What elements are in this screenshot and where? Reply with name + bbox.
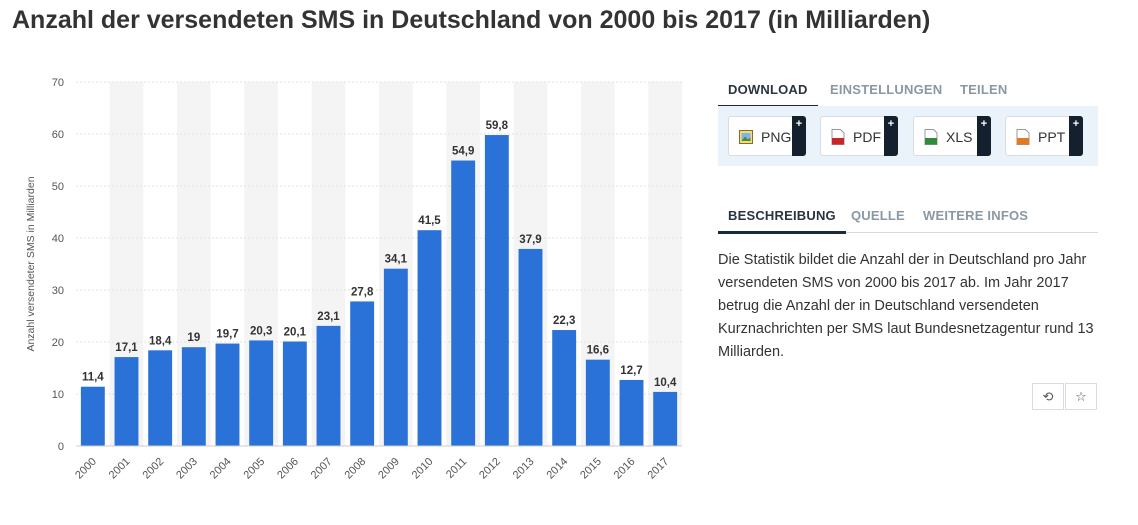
- x-tick-label: 2014: [544, 456, 570, 482]
- x-tick-label: 2004: [208, 456, 234, 482]
- download-xls-button[interactable]: XLS +: [913, 116, 991, 156]
- data-label: 19,7: [216, 329, 238, 341]
- download-pdf-label: PDF: [853, 129, 881, 145]
- download-panel: PNG + PDF + XLS + PPT +: [718, 106, 1098, 166]
- data-label: 18,4: [149, 335, 172, 347]
- x-tick-label: 2003: [174, 456, 200, 482]
- y-tick-label: 50: [52, 181, 64, 193]
- xls-file-icon: [924, 129, 938, 145]
- bar: [282, 341, 307, 446]
- data-label: 54,9: [452, 146, 474, 158]
- data-label: 37,9: [519, 234, 541, 246]
- bar: [215, 343, 240, 446]
- data-label: 11,4: [82, 372, 104, 384]
- y-tick-label: 40: [52, 233, 64, 245]
- data-label: 20,3: [250, 325, 272, 337]
- tab-download[interactable]: DOWNLOAD: [718, 82, 818, 108]
- bar-chart: 0 10 20 30 40 50 60 70 11,4 2000 17,1 2001 18,4 2002 1…: [25, 77, 682, 482]
- description-text: Die Statistik bildet die Anzahl der in D…: [718, 252, 1094, 360]
- tab-einstellungen[interactable]: EINSTELLUNGEN: [830, 82, 943, 97]
- plus-icon[interactable]: +: [977, 116, 991, 156]
- bar: [148, 350, 173, 446]
- bar: [350, 301, 375, 446]
- download-ppt-button[interactable]: PPT +: [1005, 116, 1083, 156]
- bar: [484, 135, 509, 446]
- download-pdf-button[interactable]: PDF +: [820, 116, 898, 156]
- bar: [383, 268, 408, 446]
- bar: [619, 379, 644, 446]
- data-label: 41,5: [418, 215, 441, 227]
- x-tick-label: 2008: [342, 456, 368, 482]
- bar: [653, 391, 678, 446]
- star-icon[interactable]: ☆: [1065, 383, 1097, 410]
- bar: [181, 347, 206, 446]
- data-label: 27,8: [351, 286, 374, 298]
- tab-weitere-infos[interactable]: WEITERE INFOS: [923, 208, 1029, 223]
- tab-quelle[interactable]: QUELLE: [851, 208, 905, 223]
- data-label: 59,8: [486, 120, 509, 132]
- column-shade: [648, 82, 682, 446]
- data-label: 12,7: [620, 365, 642, 377]
- x-tick-label: 2002: [140, 456, 166, 482]
- y-tick-label: 20: [52, 337, 64, 349]
- x-tick-label: 2017: [645, 456, 671, 482]
- x-tick-label: 2013: [511, 456, 537, 482]
- bar: [585, 359, 610, 446]
- download-ppt-label: PPT: [1038, 129, 1066, 145]
- page-title: Anzahl der versendeten SMS in Deutschlan…: [12, 6, 931, 34]
- data-label: 10,4: [654, 377, 677, 389]
- x-tick-label: 2015: [578, 456, 604, 482]
- x-tick-label: 2011: [444, 456, 469, 481]
- data-label: 17,1: [115, 342, 138, 354]
- bar: [518, 248, 543, 446]
- x-tick-label: 2006: [275, 456, 301, 482]
- pdf-file-icon: [831, 129, 845, 145]
- y-tick-label: 70: [52, 77, 64, 89]
- ppt-file-icon: [1016, 129, 1030, 145]
- y-tick-label: 30: [52, 285, 64, 297]
- x-tick-label: 2005: [241, 456, 267, 482]
- data-label: 22,3: [553, 315, 575, 327]
- x-tick-label: 2001: [107, 456, 133, 482]
- info-tabs: BESCHREIBUNG QUELLE WEITERE INFOS: [718, 198, 1098, 234]
- plus-icon[interactable]: +: [792, 116, 806, 156]
- plus-icon[interactable]: +: [1069, 116, 1083, 156]
- plus-icon[interactable]: +: [884, 116, 898, 156]
- x-tick-label: 2009: [376, 456, 402, 482]
- bar: [80, 386, 105, 446]
- data-label: 19: [187, 332, 200, 344]
- bar: [114, 357, 139, 446]
- x-tick-label: 2016: [612, 456, 638, 482]
- bar: [316, 325, 341, 446]
- x-tick-label: 2007: [309, 456, 335, 482]
- bar: [451, 160, 476, 446]
- y-tick-label: 60: [52, 129, 64, 141]
- tab-beschreibung[interactable]: BESCHREIBUNG: [718, 208, 846, 234]
- x-tick-label: 2000: [73, 456, 99, 482]
- y-axis-title: Anzahl versendeter SMS in Milliarden: [25, 176, 37, 351]
- download-png-button[interactable]: PNG +: [728, 116, 806, 156]
- data-label: 34,1: [385, 254, 408, 266]
- bar: [249, 340, 274, 446]
- x-tick-label: 2012: [477, 456, 503, 482]
- bar: [417, 230, 442, 446]
- download-xls-label: XLS: [946, 129, 973, 145]
- history-icon[interactable]: ⟲: [1032, 383, 1064, 410]
- y-tick-label: 10: [52, 389, 64, 401]
- data-label: 20,1: [284, 326, 307, 338]
- y-tick-label: 0: [58, 441, 64, 453]
- download-png-label: PNG: [761, 129, 792, 145]
- download-tabs: DOWNLOAD EINSTELLUNGEN TEILEN: [718, 72, 1098, 108]
- data-label: 16,6: [587, 345, 609, 357]
- png-file-icon: [739, 130, 753, 144]
- x-tick-label: 2010: [410, 456, 436, 482]
- data-label: 23,1: [317, 311, 340, 323]
- tab-teilen[interactable]: TEILEN: [960, 82, 1008, 97]
- bar: [552, 330, 577, 446]
